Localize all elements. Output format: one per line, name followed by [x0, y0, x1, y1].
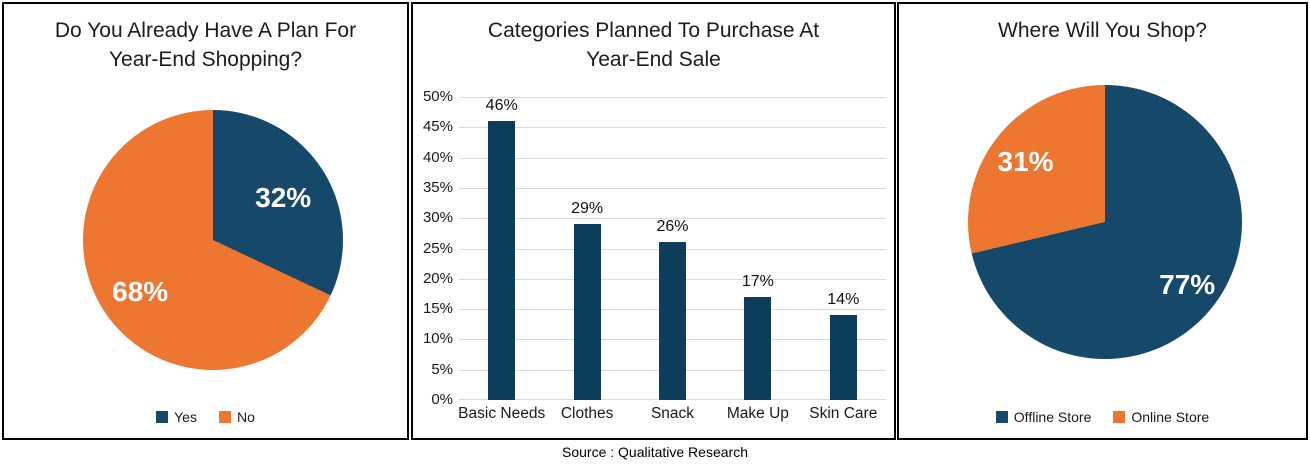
- source-note: Source : Qualitative Research: [562, 444, 748, 460]
- gridline: [459, 187, 886, 189]
- gridline: [459, 218, 886, 220]
- y-axis-tick: 45%: [422, 118, 453, 136]
- chart-title-line1: Categories Planned To Purchase At: [487, 19, 820, 42]
- legend-swatch-icon: [995, 411, 1008, 423]
- y-axis-tick: 0%: [431, 391, 453, 408]
- pie-slice-label-online-store: 31%: [997, 145, 1054, 177]
- chart-panel-categories-bar: Categories Planned To Purchase At Year-E…: [411, 2, 896, 440]
- pie-chart-plan: 32% 68%: [83, 110, 343, 370]
- x-axis: Basic Needs Clothes Snack Make Up Skin Care: [458, 405, 886, 425]
- legend-item: Yes: [156, 409, 197, 425]
- bar-value-label: 14%: [827, 291, 860, 309]
- bar-skin-care: [829, 315, 857, 400]
- y-axis-tick: 10%: [422, 330, 453, 348]
- legend-swatch-icon: [1113, 411, 1126, 423]
- bar-value-label: 46%: [485, 97, 518, 115]
- legend-label: Yes: [174, 409, 197, 425]
- gridline: [459, 97, 886, 98]
- y-axis-tick: 15%: [422, 300, 453, 318]
- chart-title-line1: Do You Already Have A Plan For: [54, 19, 357, 42]
- chart-title: Do You Already Have A Plan For Year-End …: [4, 17, 407, 75]
- gridline: [459, 127, 886, 129]
- bar-make-up: [744, 296, 772, 400]
- pie-slice-label-no: 68%: [112, 276, 169, 307]
- chart-title-line2: Year-End Shopping?: [108, 47, 303, 71]
- chart-title-line2: Year-End Sale: [586, 47, 721, 71]
- bar-value-label: 17%: [741, 272, 774, 290]
- legend-label: Online Store: [1131, 409, 1210, 425]
- legend-item: Online Store: [1113, 409, 1209, 425]
- y-axis-tick: 40%: [422, 148, 453, 166]
- bar-value-label: 26%: [656, 218, 689, 236]
- pie-chart-shop: 77% 31%: [968, 85, 1242, 359]
- bar-plot: 46% 29% 26% 17% 14%: [459, 97, 886, 400]
- y-axis: 0% 5% 10% 15% 20% 25% 30% 35% 40% 45% 50%: [413, 89, 453, 408]
- chart-panel-shop-pie: Where Will You Shop? 77% 31% Offline Sto…: [897, 2, 1308, 440]
- pie-slice-label-yes: 32%: [255, 182, 312, 214]
- chart-title-line1: Where Will You Shop?: [998, 19, 1207, 42]
- legend-swatch-icon: [218, 411, 231, 423]
- bar-snack: [659, 242, 686, 400]
- x-axis-label: Snack: [650, 405, 695, 422]
- legend-plan-pie: Yes No: [4, 409, 407, 425]
- x-axis-label: Skin Care: [809, 405, 878, 422]
- y-axis-tick: 50%: [422, 88, 453, 105]
- chart-title: Categories Planned To Purchase At Year-E…: [413, 17, 894, 75]
- bar-basic-needs: [488, 121, 516, 400]
- gridline: [459, 157, 886, 159]
- legend-item: No: [218, 409, 255, 425]
- legend-shop-pie: Offline Store Online Store: [899, 409, 1306, 425]
- legend-label: No: [236, 409, 255, 425]
- legend-label: Offline Store: [1013, 409, 1092, 425]
- pie-slice-label-offline-store: 77%: [1159, 269, 1216, 301]
- bar-value-label: 29%: [571, 200, 604, 218]
- y-axis-tick: 5%: [431, 360, 453, 378]
- x-axis-label: Make Up: [726, 405, 789, 422]
- legend-item: Offline Store: [995, 409, 1092, 425]
- chart-title: Where Will You Shop?: [899, 17, 1306, 46]
- x-axis-label: Basic Needs: [458, 405, 546, 422]
- y-axis-tick: 35%: [422, 178, 453, 196]
- bar-clothes: [573, 224, 601, 400]
- x-axis-label: Clothes: [560, 405, 614, 422]
- chart-panel-plan-pie: Do You Already Have A Plan For Year-End …: [2, 2, 409, 440]
- y-axis-tick: 20%: [422, 269, 453, 287]
- y-axis-tick: 30%: [422, 209, 453, 227]
- y-axis-tick: 25%: [422, 239, 453, 257]
- legend-swatch-icon: [156, 411, 169, 423]
